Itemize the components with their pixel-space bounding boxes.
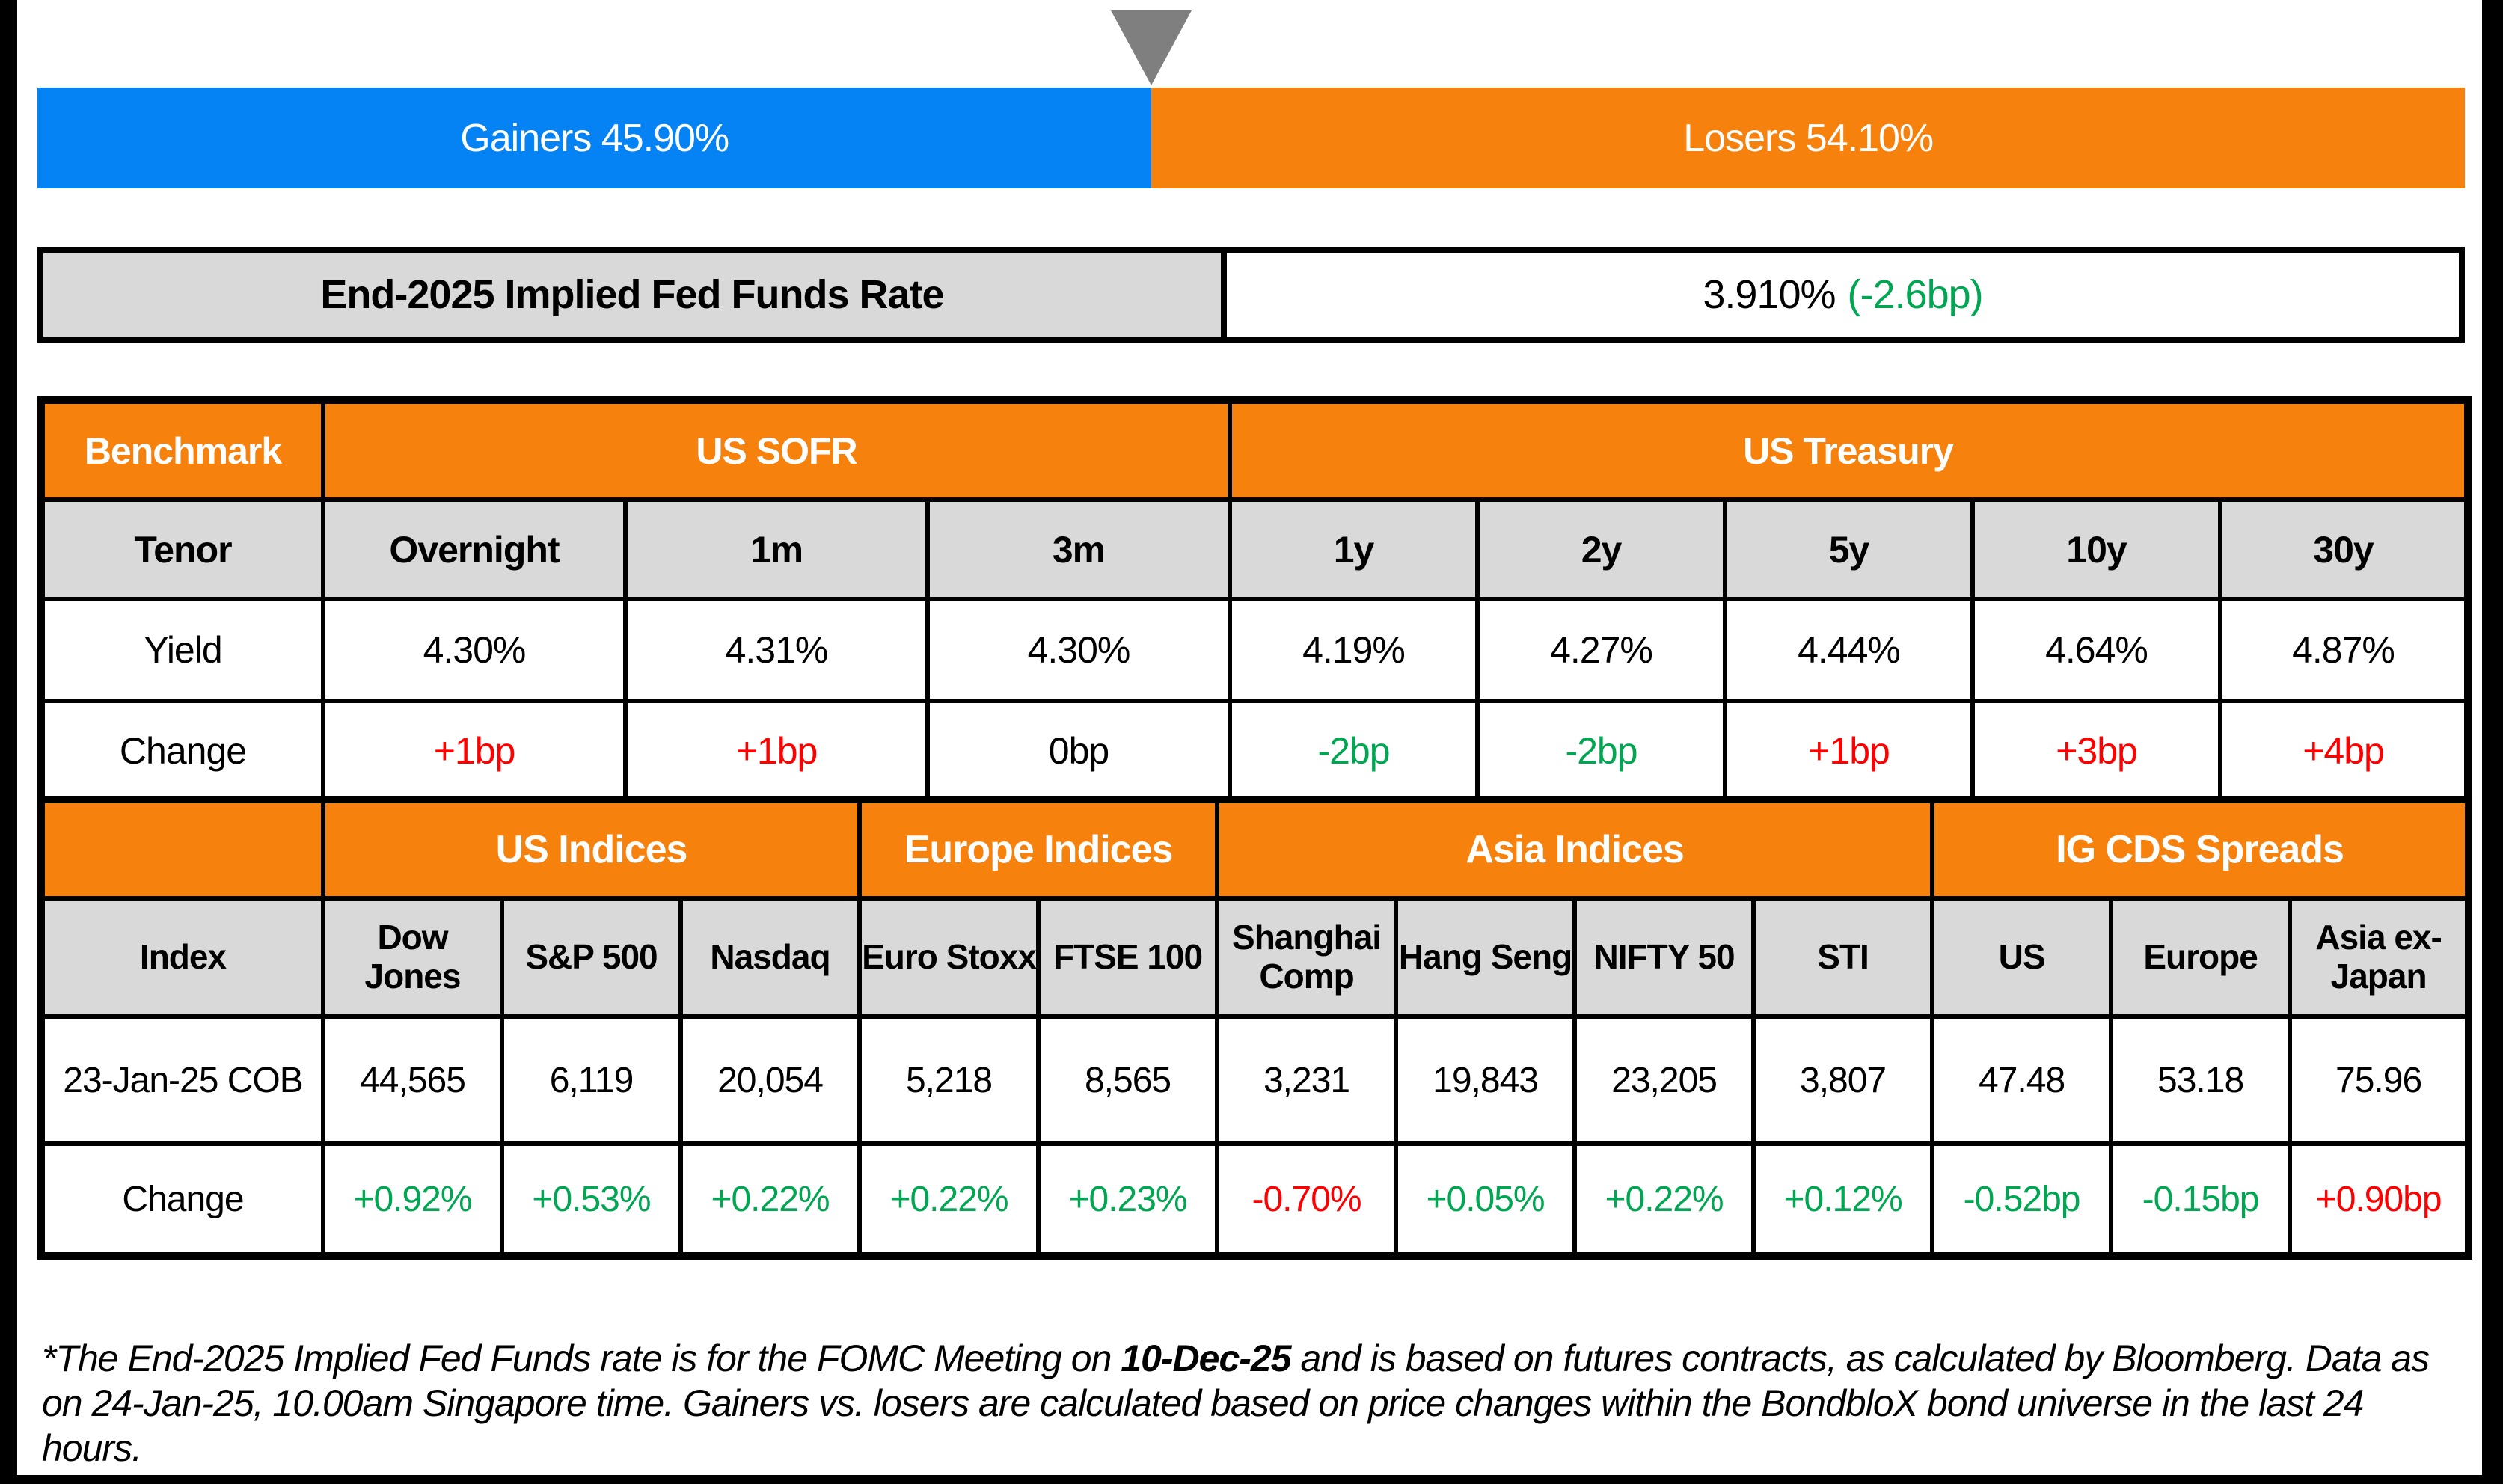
index-change-cell: +0.92% — [321, 1141, 504, 1258]
index-value-cell: 75.96 — [2288, 1014, 2472, 1146]
tenor-cell: 30y — [2218, 497, 2470, 601]
indices-corner-cell — [39, 797, 325, 901]
us-sofr-group-header: US SOFR — [321, 398, 1232, 502]
index-column-header: Euro Stoxx — [857, 896, 1041, 1019]
yield-cell: 4.19% — [1228, 597, 1480, 703]
footnote-bold-date: 10-Dec-25 — [1121, 1337, 1291, 1379]
asia-indices-group-header: Asia Indices — [1215, 797, 1935, 901]
change-cell: +4bp — [2218, 699, 2470, 804]
tenor-row-label: Tenor — [39, 497, 325, 601]
fed-funds-row: End-2025 Implied Fed Funds Rate 3.910% (… — [37, 247, 2465, 343]
left-frame-border — [0, 0, 17, 1484]
index-value-cell: 3,807 — [1751, 1014, 1935, 1146]
yield-cell: 4.44% — [1723, 597, 1975, 703]
europe-indices-group-header: Europe Indices — [857, 797, 1220, 901]
index-change-cell: +0.05% — [1394, 1141, 1578, 1258]
tenor-cell: Overnight — [321, 497, 628, 601]
index-value-cell: 23,205 — [1572, 1014, 1756, 1146]
change-cell: -2bp — [1475, 699, 1727, 804]
index-value-cell: 53.18 — [2109, 1014, 2293, 1146]
change-cell: +3bp — [1970, 699, 2222, 804]
fed-funds-label: End-2025 Implied Fed Funds Rate — [43, 253, 1227, 337]
yield-cell: 4.31% — [623, 597, 930, 703]
right-frame-border — [2482, 0, 2503, 1484]
marker-triangle-icon — [1111, 10, 1192, 85]
tenor-cell: 1m — [623, 497, 930, 601]
us-indices-group-header: US Indices — [320, 797, 863, 901]
index-change-cell: -0.15bp — [2109, 1141, 2293, 1258]
footnote-text-1: *The End-2025 Implied Fed Funds rate is … — [42, 1337, 1121, 1379]
index-column-header: Hang Seng — [1394, 896, 1578, 1019]
fed-funds-value: 3.910% (-2.6bp) — [1227, 253, 2459, 337]
index-change-cell: +0.90bp — [2288, 1141, 2472, 1258]
losers-label: Losers 54.10% — [1683, 116, 1934, 160]
yield-cell: 4.30% — [925, 597, 1232, 703]
index-column-header: STI — [1751, 896, 1935, 1019]
change-cell: -2bp — [1228, 699, 1480, 804]
index-column-header: S&P 500 — [500, 896, 683, 1019]
index-change-cell: -0.70% — [1215, 1141, 1399, 1258]
yield-row-label: Yield — [39, 597, 325, 703]
tenor-cell: 1y — [1228, 497, 1480, 601]
index-column-header: Europe — [2109, 896, 2293, 1019]
indices-table: US Indices Europe Indices Asia Indices I… — [37, 796, 2473, 1260]
footnote-text-2: and is based on futures contracts, as ca… — [42, 1337, 2430, 1469]
yield-cell: 4.27% — [1475, 597, 1727, 703]
tenor-cell: 3m — [925, 497, 1232, 601]
change-cell: +1bp — [623, 699, 930, 804]
index-column-header: US — [1930, 896, 2114, 1019]
index-column-header: Nasdaq — [678, 896, 863, 1019]
tenor-cell: 2y — [1475, 497, 1727, 601]
ig-cds-group-header: IG CDS Spreads — [1930, 797, 2472, 901]
change-row-label: Change — [39, 699, 325, 804]
index-change-cell: -0.52bp — [1930, 1141, 2114, 1258]
gainers-label: Gainers 45.90% — [460, 116, 729, 160]
cob-row-label: 23-Jan-25 COB — [39, 1014, 325, 1146]
index-column-header: FTSE 100 — [1036, 896, 1220, 1019]
change-cell: +1bp — [321, 699, 628, 804]
us-treasury-group-header: US Treasury — [1228, 398, 2470, 502]
benchmark-table: Benchmark US SOFR US Treasury Tenor Over… — [37, 396, 2472, 806]
index-change-cell: +0.12% — [1751, 1141, 1935, 1258]
yield-cell: 4.30% — [321, 597, 628, 703]
index-column-header: NIFTY 50 — [1572, 896, 1756, 1019]
index-row-label: Index — [39, 896, 325, 1019]
index-value-cell: 20,054 — [678, 1014, 863, 1146]
index-value-cell: 5,218 — [857, 1014, 1041, 1146]
yield-cell: 4.64% — [1970, 597, 2222, 703]
index-value-cell: 3,231 — [1215, 1014, 1399, 1146]
index-value-cell: 6,119 — [500, 1014, 683, 1146]
index-change-cell: +0.23% — [1036, 1141, 1220, 1258]
index-value-cell: 8,565 — [1036, 1014, 1220, 1146]
fed-funds-change: (-2.6bp) — [1847, 272, 1984, 317]
index-change-cell: +0.53% — [500, 1141, 683, 1258]
index-value-cell: 47.48 — [1930, 1014, 2114, 1146]
gainers-bar-segment: Gainers 45.90% — [37, 88, 1152, 188]
change-cell: +1bp — [1723, 699, 1975, 804]
index-column-header: Shanghai Comp — [1215, 896, 1399, 1019]
index-change-cell: +0.22% — [857, 1141, 1041, 1258]
index-value-cell: 44,565 — [321, 1014, 504, 1146]
benchmark-corner-header: Benchmark — [39, 398, 325, 502]
footnote: *The End-2025 Implied Fed Funds rate is … — [42, 1336, 2462, 1471]
tenor-cell: 10y — [1970, 497, 2222, 601]
index-change-cell: +0.22% — [678, 1141, 863, 1258]
index-value-cell: 19,843 — [1394, 1014, 1578, 1146]
bottom-frame-border — [0, 1475, 2503, 1484]
index-change-cell: +0.22% — [1572, 1141, 1756, 1258]
yield-cell: 4.87% — [2218, 597, 2470, 703]
indices-change-row-label: Change — [39, 1141, 325, 1258]
change-cell: 0bp — [925, 699, 1232, 804]
losers-bar-segment: Losers 54.10% — [1151, 88, 2465, 188]
gainers-losers-bar: Gainers 45.90% Losers 54.10% — [37, 88, 2465, 188]
fed-funds-rate: 3.910% — [1703, 272, 1836, 317]
index-column-header: Asia ex-Japan — [2288, 896, 2472, 1019]
index-column-header: Dow Jones — [321, 896, 504, 1019]
tenor-cell: 5y — [1723, 497, 1975, 601]
